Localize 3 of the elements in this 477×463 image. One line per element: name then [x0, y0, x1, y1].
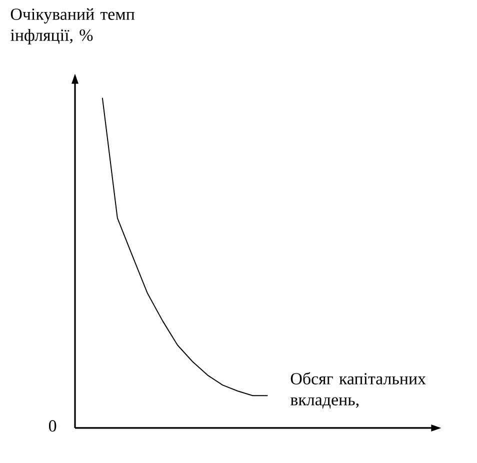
x-axis-title: Обсяг капітальних вкладень, [290, 372, 426, 409]
y-axis-title: Очікуваний темп інфляції, % [10, 8, 135, 44]
text: 0 [48, 420, 56, 432]
